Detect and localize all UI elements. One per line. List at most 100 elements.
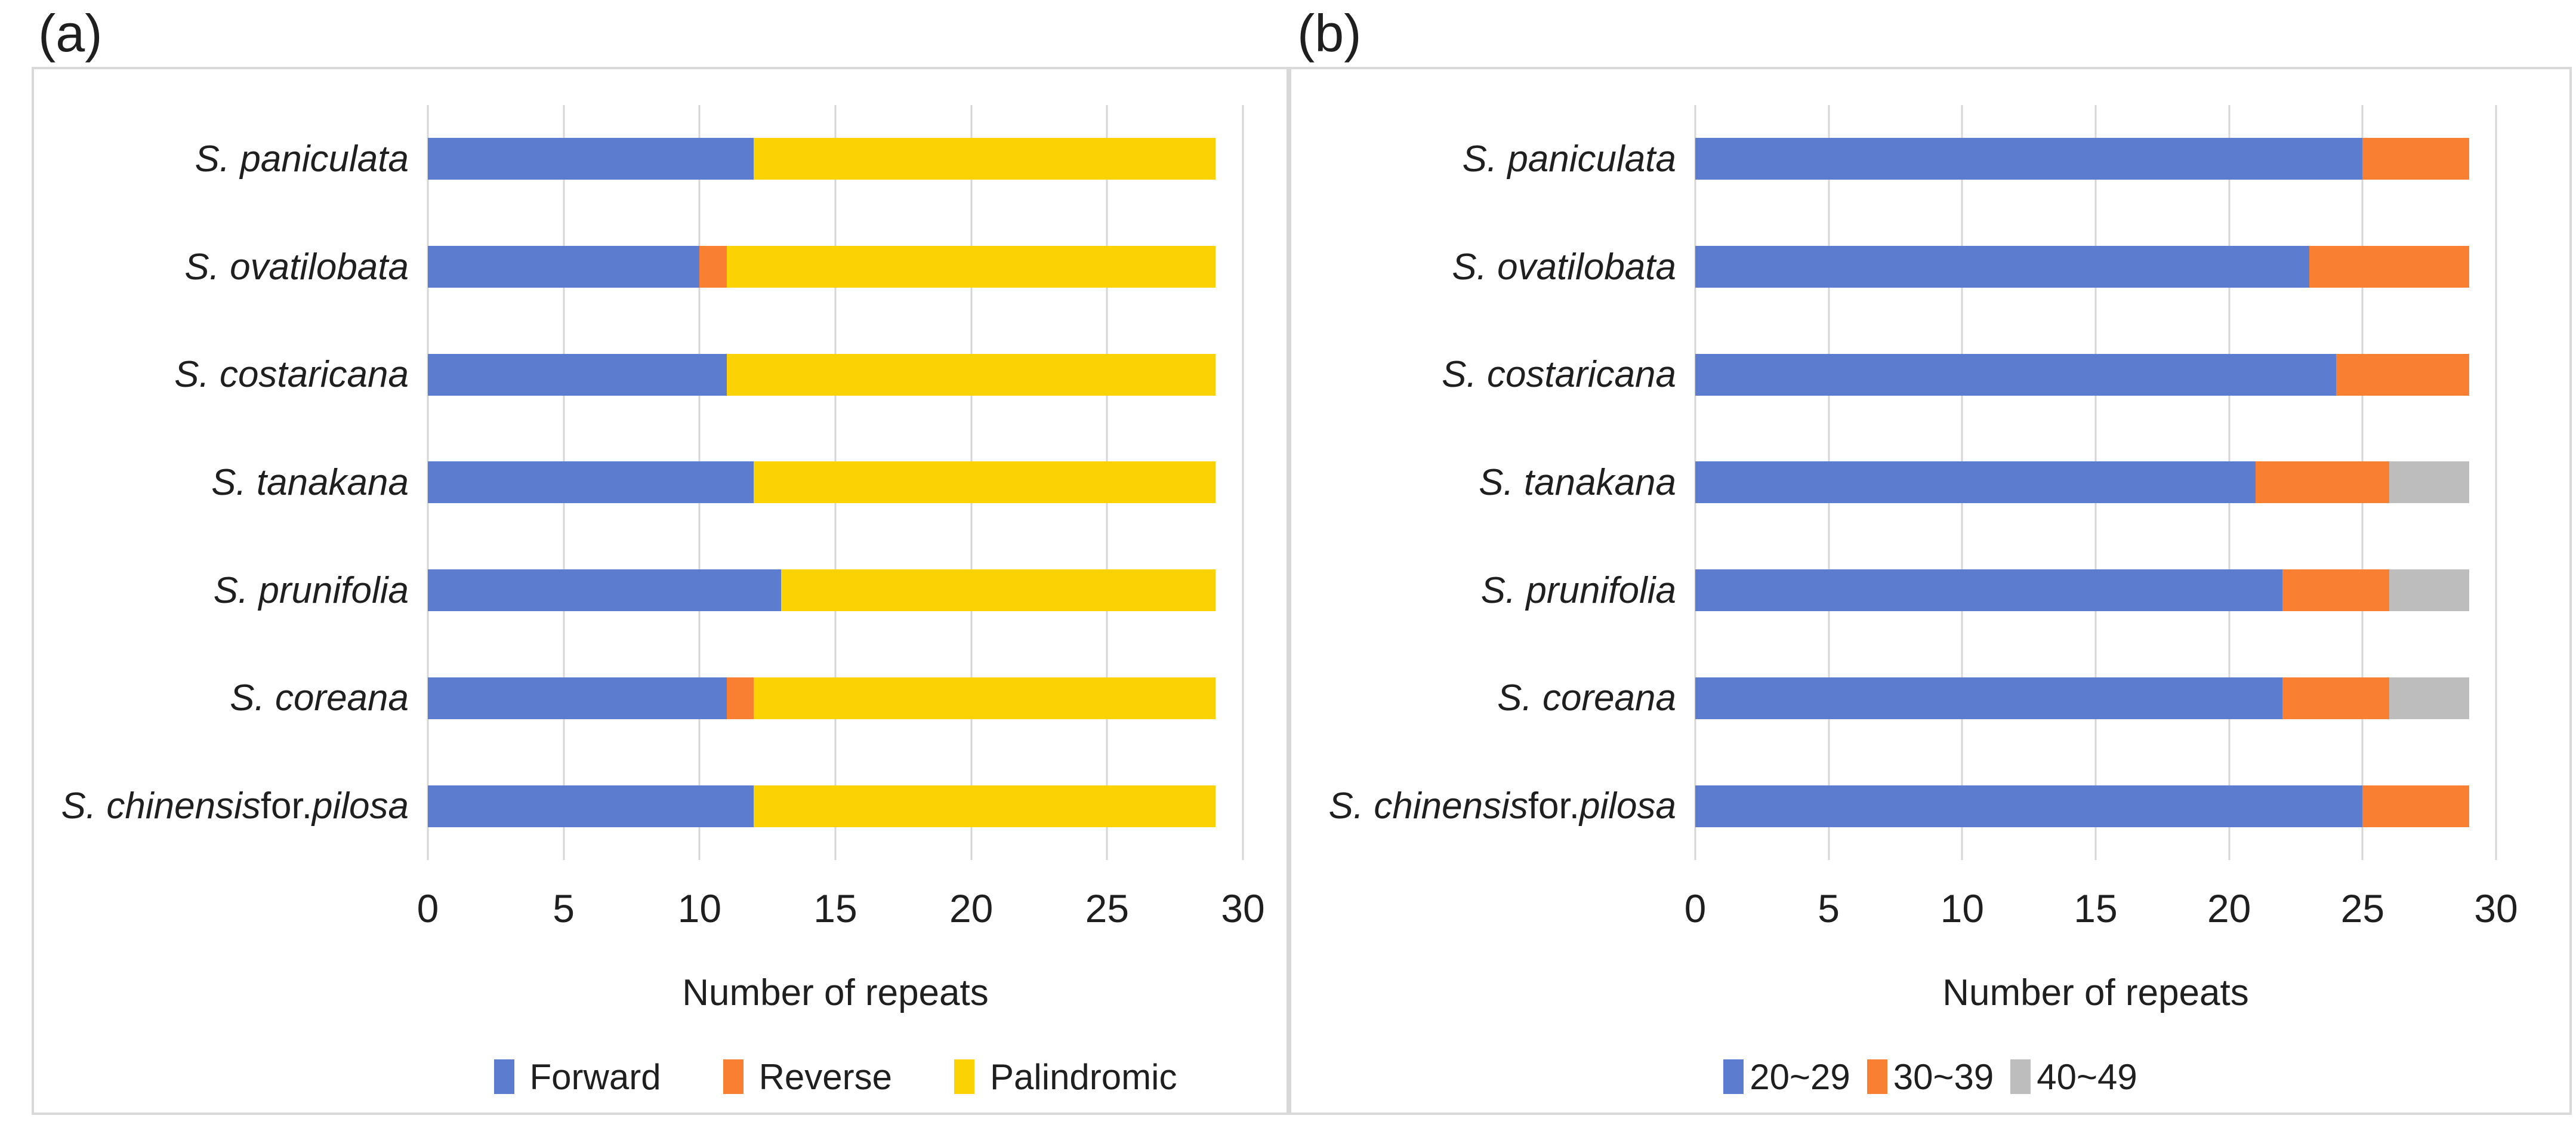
legend-color-chip	[1867, 1059, 1887, 1094]
bar-segment-Forward	[428, 569, 781, 612]
category-label: S. chinensis for. pilosa	[34, 785, 409, 827]
category-label-part: S. coreana	[230, 677, 409, 719]
legend-label: 40~49	[2037, 1056, 2137, 1097]
category-axis: S. paniculata S. ovatilobata S. costarican…	[34, 105, 409, 860]
gridline-x-30	[2495, 105, 2497, 860]
category-label-part: pilosa	[1579, 785, 1676, 827]
bar-segment-Forward	[428, 246, 700, 288]
legend: Forward Reverse Palindromic	[428, 1053, 1243, 1101]
legend: 20~29 30~39 40~49	[1291, 1053, 2569, 1101]
legend-color-chip	[493, 1059, 514, 1094]
bar-segment-Palindromic	[754, 785, 1216, 827]
x-tick: 20	[949, 886, 994, 930]
x-tick: 30	[2474, 886, 2518, 930]
legend-color-chip	[723, 1059, 744, 1094]
legend-item-Palindromic: Palindromic	[954, 1056, 1177, 1098]
category-label-part: S. chinensis	[61, 785, 261, 827]
category-label-part: S. tanakana	[211, 461, 409, 503]
category-label-part: S. paniculata	[195, 138, 409, 180]
bar-segment-Palindromic	[726, 246, 1216, 288]
bar-segment-20~29	[1695, 353, 2336, 396]
legend-label: Palindromic	[990, 1056, 1177, 1097]
category-label-part: S. prunifolia	[1480, 569, 1676, 611]
x-tick: 15	[2074, 886, 2118, 930]
bar-row	[1695, 569, 2496, 612]
bar-segment-Reverse	[699, 246, 727, 288]
x-axis-title: Number of repeats	[1942, 972, 2249, 1013]
panel-b-chart-area: S. paniculata S. ovatilobata S. costarican…	[1289, 67, 2572, 1115]
category-label: S. ovatilobata	[34, 246, 409, 288]
bar-row	[1695, 461, 2496, 504]
panel-a-label: (a)	[38, 4, 103, 63]
bar-segment-Palindromic	[754, 461, 1216, 504]
bar-row	[1695, 138, 2496, 180]
category-label: S. ovatilobata	[1291, 246, 1676, 288]
bar-segment-Palindromic	[754, 677, 1216, 719]
bar-segment-30~39	[2309, 246, 2470, 288]
category-label: S. prunifolia	[34, 569, 409, 611]
category-label: S. tanakana	[34, 461, 409, 503]
bar-row	[428, 138, 1243, 180]
bar-rows	[428, 105, 1243, 860]
panel-b-label: (b)	[1297, 4, 1362, 63]
x-tick: 30	[1221, 886, 1265, 930]
bar-row	[428, 785, 1243, 827]
legend-label: Reverse	[758, 1056, 893, 1097]
bar-segment-30~39	[2362, 138, 2470, 180]
category-label-part: S. costaricana	[174, 354, 409, 396]
category-label: S. paniculata	[1291, 138, 1676, 180]
bar-segment-30~39	[2336, 353, 2470, 396]
category-label-part: for.	[1528, 785, 1579, 827]
category-label-part: S. chinensis	[1328, 785, 1528, 827]
x-tick: 0	[1684, 886, 1707, 930]
category-axis: S. paniculata S. ovatilobata S. costarican…	[1291, 105, 1676, 860]
x-tick: 25	[2340, 886, 2385, 930]
bar-segment-30~39	[2282, 677, 2390, 719]
bar-segment-30~39	[2362, 785, 2470, 827]
x-axis-ticks: 0 5 10 15 20 25 30	[417, 886, 1265, 939]
x-axis-ticks: 0 5 10 15 20 25 30	[1685, 886, 2518, 939]
x-tick: 0	[417, 886, 439, 930]
category-label: S. chinensis for. pilosa	[1291, 785, 1676, 827]
category-label-part: pilosa	[312, 785, 409, 827]
bar-segment-30~39	[2256, 461, 2390, 504]
bar-row	[428, 461, 1243, 504]
bar-segment-40~49	[2389, 461, 2470, 504]
x-tick: 20	[2207, 886, 2251, 930]
category-label: S. coreana	[34, 677, 409, 719]
category-label-part: S. paniculata	[1462, 138, 1676, 180]
bar-segment-Reverse	[726, 677, 754, 719]
bar-segment-20~29	[1695, 138, 2363, 180]
category-label: S. coreana	[1291, 677, 1676, 719]
bar-row	[1695, 353, 2496, 396]
bar-segment-Forward	[428, 353, 727, 396]
bar-segment-20~29	[1695, 569, 2283, 612]
bar-rows	[1695, 105, 2496, 860]
category-label: S. prunifolia	[1291, 569, 1676, 611]
bar-row	[1695, 677, 2496, 719]
bar-segment-20~29	[1695, 677, 2283, 719]
bar-segment-40~49	[2389, 569, 2470, 612]
bar-row	[1695, 246, 2496, 288]
bar-segment-Forward	[428, 677, 727, 719]
x-tick: 10	[677, 886, 722, 930]
category-label: S. paniculata	[34, 138, 409, 180]
legend-item-Reverse: Reverse	[723, 1056, 892, 1098]
x-tick: 15	[813, 886, 857, 930]
x-axis-title: Number of repeats	[682, 972, 989, 1013]
legend-label: Forward	[529, 1056, 661, 1097]
legend-label: 20~29	[1750, 1056, 1850, 1097]
legend-item-Forward: Forward	[493, 1056, 661, 1098]
bar-segment-40~49	[2389, 677, 2470, 719]
bar-row	[1695, 785, 2496, 827]
bar-segment-20~29	[1695, 246, 2309, 288]
x-tick: 10	[1940, 886, 1985, 930]
legend-label: 30~39	[1893, 1056, 1994, 1097]
category-label-part: S. costaricana	[1442, 354, 1676, 396]
category-label-part: for.	[260, 785, 312, 827]
legend-color-chip	[2010, 1059, 2031, 1094]
x-tick: 25	[1085, 886, 1130, 930]
category-label-part: S. ovatilobata	[1452, 246, 1676, 288]
bar-segment-Forward	[428, 785, 754, 827]
